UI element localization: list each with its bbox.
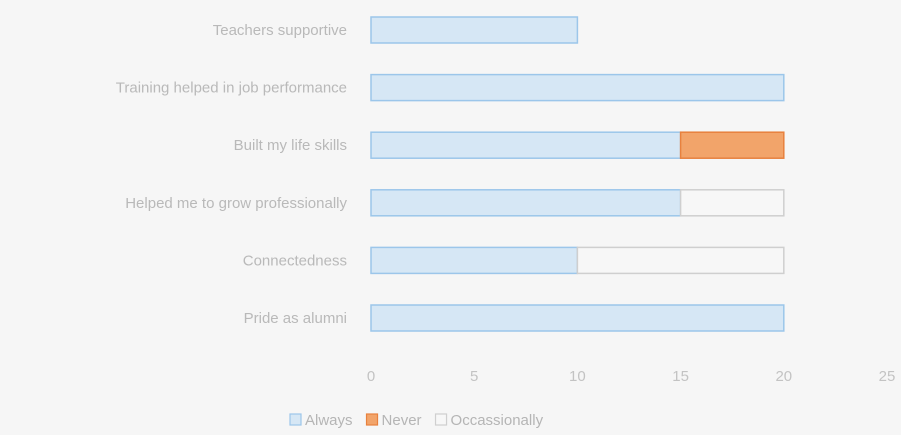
x-tick-label: 15 [672,368,689,385]
legend-swatch-occassionally [434,413,448,426]
legend-swatch-never [365,413,379,426]
legend-swatch-always [289,413,302,426]
x-tick-label: 25 [879,368,896,385]
bars-group [370,16,785,332]
category-label-teachers-supportive: Teachers supportive [213,22,347,39]
category-label-connectedness: Connectedness [243,252,347,269]
x-axis-ticks: 0 5 10 15 20 25 [367,368,896,385]
category-label-training-helped-in-job-performance: Training helped in job performance [116,80,347,97]
category-label-helped-me-to-grow-professionally: Helped me to grow professionally [125,195,347,212]
category-labels: Teachers supportive Training helped in jo… [116,22,348,327]
bar-connectedness-always [370,246,579,275]
bar-helped-me-to-grow-professionally-always [370,189,682,217]
bar-built-my-life-skills-always [370,131,682,159]
bar-built-my-life-skills-never [679,131,785,159]
x-tick-label: 5 [470,368,478,385]
legend-label-always: Always [305,412,353,429]
bar-connectedness-occassionally [576,246,785,275]
legend-label-occassionally: Occassionally [451,412,544,429]
x-tick-label: 20 [775,368,792,385]
x-tick-label: 0 [367,368,375,385]
legend-label-never: Never [382,412,422,429]
bar-pride-as-alumni-always [370,304,785,332]
bar-teachers-supportive-always [370,16,579,44]
legend: Always Never Occassionally [289,412,544,429]
bar-helped-me-to-grow-professionally-occassionally [679,189,785,217]
category-label-pride-as-alumni: Pride as alumni [244,310,347,327]
bar-training-helped-in-job-performance-always [370,73,785,102]
x-tick-label: 10 [569,368,586,385]
category-label-built-my-life-skills: Built my life skills [234,137,347,154]
